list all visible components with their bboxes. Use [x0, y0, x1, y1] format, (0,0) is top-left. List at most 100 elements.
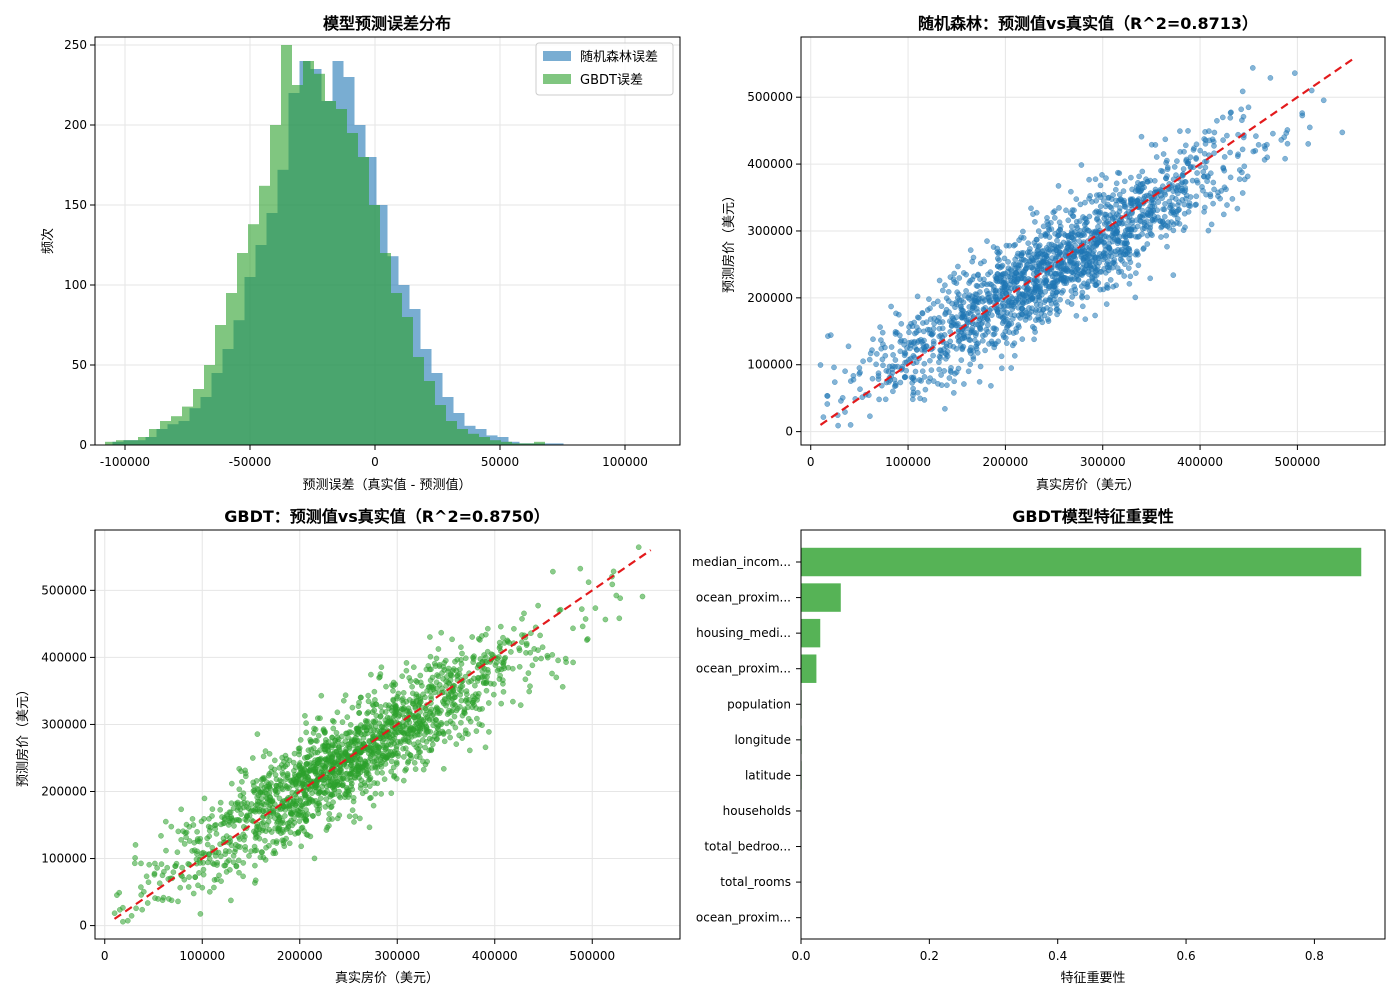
scatter-point — [892, 382, 899, 389]
scatter-point — [1099, 172, 1105, 178]
scatter-point — [1106, 225, 1113, 232]
scatter-point — [427, 653, 434, 660]
scatter-point — [411, 759, 418, 766]
gbdt-error-bar — [446, 421, 457, 445]
x-tick-label: 200000 — [277, 949, 323, 963]
scatter-point — [365, 698, 372, 705]
scatter-point — [445, 668, 451, 675]
scatter-point — [1129, 196, 1136, 202]
scatter-point — [1103, 233, 1110, 240]
scatter-point — [958, 311, 965, 317]
scatter-point — [326, 782, 333, 789]
scatter-point — [950, 390, 957, 396]
scatter-point — [928, 367, 935, 373]
scatter-point — [535, 647, 541, 654]
scatter-point — [283, 835, 289, 842]
x-tick-label: 0 — [807, 455, 815, 469]
scatter-point — [390, 687, 396, 694]
scatter-point — [254, 731, 261, 737]
scatter-point — [610, 568, 617, 575]
scatter-point — [1215, 189, 1221, 196]
rf-error-bar — [497, 437, 509, 445]
scatter-point — [233, 862, 240, 869]
scatter-point — [939, 319, 946, 325]
scatter-point — [1084, 294, 1090, 301]
scatter-point — [1096, 218, 1102, 225]
scatter-point — [549, 651, 556, 658]
scatter-point — [146, 861, 153, 868]
scatter-point — [1174, 158, 1180, 164]
scatter-point — [1185, 158, 1192, 165]
scatter-point — [1164, 166, 1171, 173]
scatter-point — [379, 724, 386, 731]
scatter-point — [984, 238, 990, 244]
scatter-point — [1115, 169, 1121, 176]
scatter-point — [1163, 232, 1170, 239]
scatter-point — [238, 811, 245, 817]
scatter-point — [346, 791, 353, 798]
scatter-point — [1102, 203, 1109, 210]
scatter-point — [584, 636, 591, 642]
scatter-point — [1250, 148, 1257, 155]
scatter-point — [969, 325, 976, 331]
x-tick-label: 400000 — [1177, 455, 1223, 469]
scatter-point — [936, 366, 943, 373]
scatter-point — [831, 379, 838, 385]
scatter-point — [230, 852, 237, 859]
scatter-point — [423, 666, 430, 673]
scatter-point — [458, 688, 465, 694]
scatter-point — [410, 698, 416, 705]
scatter-point — [357, 694, 364, 701]
scatter-point — [301, 792, 308, 799]
scatter-point — [1239, 190, 1246, 196]
scatter-point — [995, 338, 1002, 345]
scatter-point — [402, 767, 408, 774]
scatter-point — [254, 801, 261, 808]
scatter-point — [1134, 223, 1141, 230]
scatter-point — [335, 758, 342, 765]
scatter-point — [1143, 218, 1150, 224]
scatter-point — [945, 288, 952, 295]
scatter-point — [291, 815, 297, 822]
scatter-point — [820, 414, 827, 420]
y-tick-label: 500000 — [41, 583, 87, 597]
scatter-point — [482, 744, 489, 751]
scatter-point — [289, 822, 296, 829]
scatter-point — [1017, 262, 1024, 269]
gbdt-error-bar — [358, 157, 369, 445]
scatter-point — [352, 813, 359, 820]
scatter-point — [299, 803, 305, 809]
feature-label: median_incom... — [692, 555, 791, 569]
scatter-point — [522, 676, 529, 683]
scatter-point — [977, 289, 983, 295]
feature-importance-panel: GBDT模型特征重要性 0.0 0.2 0.4 0.6 0.8 median_incom.… — [692, 507, 1386, 986]
scatter-point — [373, 755, 379, 761]
scatter-point — [1033, 242, 1039, 249]
scatter-point — [1284, 140, 1291, 147]
scatter-point — [420, 691, 426, 698]
scatter-point — [481, 665, 488, 672]
scatter-point — [1063, 207, 1069, 214]
scatter-point — [979, 337, 986, 344]
scatter-point — [314, 749, 321, 756]
scatter-point — [914, 389, 921, 396]
scatter-point — [1006, 288, 1013, 295]
scatter-point — [1035, 293, 1042, 300]
scatter-point — [358, 722, 364, 728]
gbdt-error-bar — [402, 317, 413, 445]
scatter-point — [1025, 298, 1032, 304]
scatter-point — [328, 744, 335, 751]
scatter-point — [227, 866, 233, 873]
scatter-point — [1283, 130, 1290, 136]
scatter-point — [490, 691, 497, 698]
scatter-point — [347, 721, 354, 728]
scatter-point — [1042, 231, 1049, 237]
scatter-point — [262, 748, 269, 754]
x-tick-label: 0.4 — [1048, 949, 1067, 963]
scatter-point — [553, 674, 560, 681]
scatter-point — [1170, 272, 1177, 278]
feature-importance-title: GBDT模型特征重要性 — [1012, 507, 1174, 526]
scatter-point — [888, 303, 894, 310]
scatter-point — [306, 795, 312, 801]
